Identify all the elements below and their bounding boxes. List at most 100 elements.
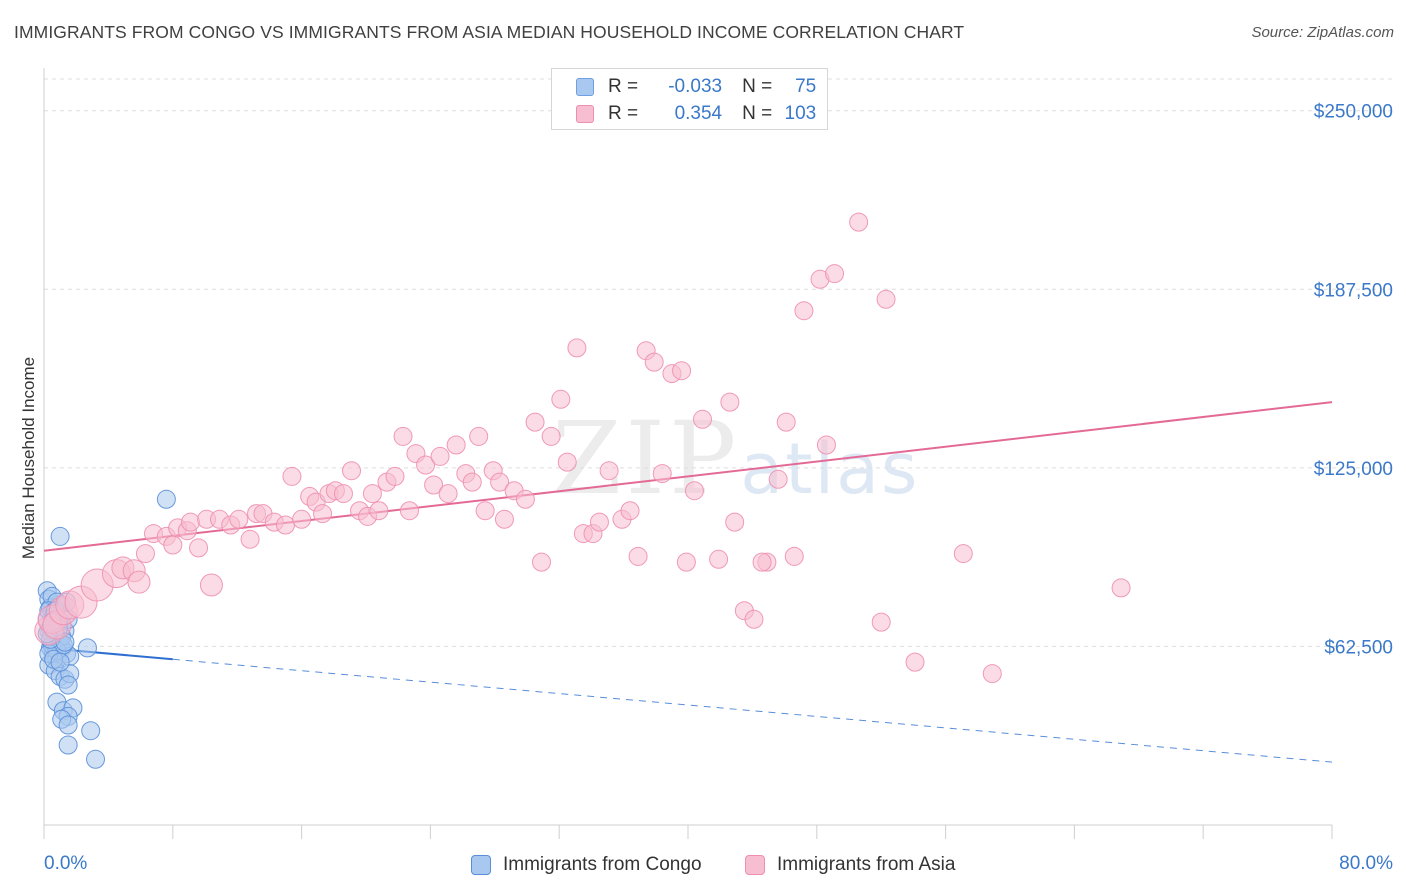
data-point [768,469,788,489]
data-point [127,570,151,594]
data-point [672,361,692,381]
data-point [282,466,302,486]
data-point [240,529,260,549]
legend-r-value: 0.354 [674,103,723,124]
y-tick-label: $62,500 [1324,637,1393,658]
legend-r-label: R = [608,103,639,124]
data-point [589,512,609,532]
series-points-asia [34,212,1131,684]
data-point [77,638,97,658]
data-point [446,435,466,455]
data-point [313,504,333,524]
y-tick-label: $250,000 [1314,102,1393,123]
series-legend-congo[interactable]: Immigrants from Congo [471,852,702,878]
data-point [462,472,482,492]
data-point [905,652,925,672]
data-point [652,464,672,484]
data-point [416,455,436,475]
data-point [475,501,495,521]
data-point [982,664,1002,684]
data-point [393,426,413,446]
data-point [684,481,704,501]
data-point [163,535,183,555]
data-point [135,544,155,564]
x-tick-label: 0.0% [44,853,87,874]
y-tick-label: $187,500 [1314,280,1393,301]
data-points [34,212,1131,769]
data-point [385,466,405,486]
legend-n-value: 103 [784,103,817,124]
data-point [58,715,78,735]
data-point [525,412,545,432]
correlation-legend: R = -0.033 N = 75 R = 0.354 N = 103 [551,68,828,130]
data-point [776,412,796,432]
data-point [628,546,648,566]
data-point [50,526,70,546]
data-point [692,409,712,429]
x-tick-label: 80.0% [1339,853,1393,874]
trend-line-extension-congo [172,658,1333,763]
data-point [644,352,664,372]
data-point [825,264,845,284]
data-point [229,509,249,529]
data-point [469,426,489,446]
data-point [58,675,78,695]
legend-row-asia: R = 0.354 N = 103 [576,101,816,127]
data-point [292,509,312,529]
data-point [531,552,551,572]
data-point [876,289,896,309]
legend-row-congo: R = -0.033 N = 75 [576,74,816,100]
data-point [1111,578,1131,598]
data-point [676,552,696,572]
data-point [276,515,295,535]
data-point [156,489,176,509]
data-point [849,212,869,232]
data-point [720,392,740,412]
series-label-asia: Immigrants from Asia [777,854,956,875]
data-point [438,484,458,504]
data-point [725,512,745,532]
data-point [490,472,510,492]
y-tick-label: $125,000 [1314,459,1393,480]
series-label-congo: Immigrants from Congo [503,854,702,875]
data-point [494,509,514,529]
data-point [816,435,836,455]
data-point [709,549,729,569]
legend-r-value: -0.033 [668,76,723,97]
data-point [541,426,561,446]
legend-swatch-congo [576,78,594,96]
tick-labels: $62,500 $125,000 $187,500 $250,000 0.0% 80.0% [44,102,1393,874]
chart-source: Source: ZipAtlas.com [1251,24,1394,41]
axes [43,68,1333,839]
data-point [953,544,973,564]
data-point [871,612,891,632]
legend-n-label: N = [742,103,773,124]
data-point [784,546,804,566]
data-point [50,652,70,672]
data-point [399,501,419,521]
data-point [189,538,209,558]
data-point [430,446,450,466]
chart-title: IMMIGRANTS FROM CONGO VS IMMIGRANTS FROM… [14,22,965,42]
series-swatch-asia [745,855,765,875]
trend-lines [43,401,1333,763]
data-point [424,475,444,495]
legend-swatch-asia [576,105,594,123]
data-point [86,749,106,769]
data-point [794,301,814,321]
series-swatch-congo [471,855,491,875]
data-point [342,461,362,481]
data-point [81,721,101,741]
data-point [199,573,223,597]
data-point [362,484,382,504]
data-point [515,489,535,509]
series-legend-asia[interactable]: Immigrants from Asia [745,852,955,878]
data-point [752,552,772,572]
data-point [333,484,353,504]
data-point [567,338,587,358]
data-point [744,609,764,629]
data-point [599,461,619,481]
data-point [557,452,577,472]
data-point [181,512,201,532]
